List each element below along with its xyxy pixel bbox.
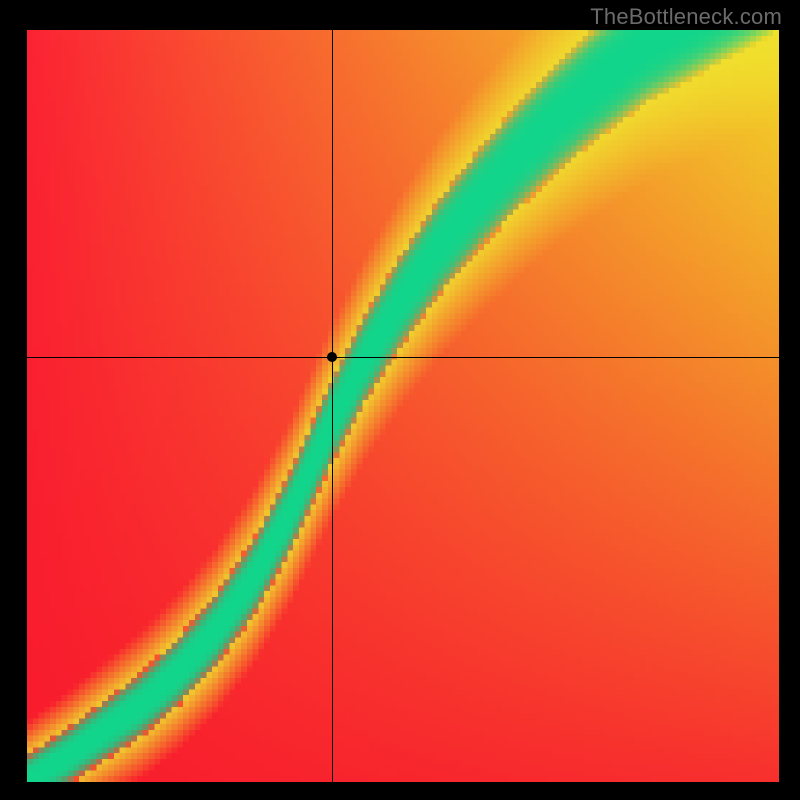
data-point-marker (327, 352, 337, 362)
crosshair-vertical (332, 30, 333, 782)
watermark-text: TheBottleneck.com (590, 4, 782, 30)
bottleneck-heatmap (27, 30, 779, 782)
heatmap-canvas (27, 30, 779, 782)
crosshair-horizontal (27, 357, 779, 358)
